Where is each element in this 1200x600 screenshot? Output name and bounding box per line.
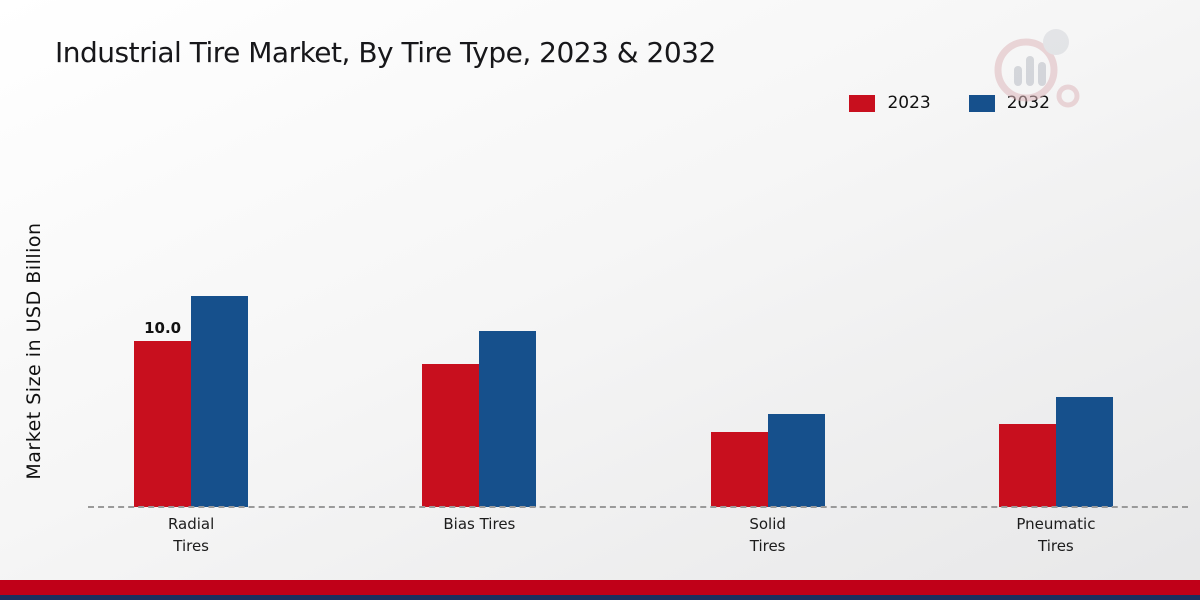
category-label: Bias Tires [335, 514, 623, 558]
legend-swatch-2032 [968, 94, 995, 112]
bar-group: 10.0 [47, 267, 335, 507]
category-label-line: Tires [749, 536, 786, 555]
brand-logo-icon [994, 29, 1080, 108]
x-axis-baseline [88, 506, 1188, 508]
chart-title: Industrial Tire Market, By Tire Type, 20… [55, 36, 716, 69]
bar-group [912, 267, 1200, 507]
category-label: Radial Tires [47, 514, 335, 558]
bar-column-2032 [767, 414, 825, 507]
legend-label-2023: 2023 [887, 93, 931, 113]
bar-column-2032 [191, 296, 249, 507]
bar-column-2032 [479, 331, 537, 507]
footer-red-band [0, 580, 1200, 595]
bar-column-2023 [710, 432, 768, 507]
category-label-line: Tires [173, 536, 209, 555]
bar-2032 [1055, 397, 1113, 507]
category-label-line: Tires [1038, 536, 1074, 555]
bar-2023 [422, 364, 480, 507]
category-axis-labels: Radial Tires Bias Tires Solid Tires Pneumatic… [47, 514, 1200, 558]
legend-swatch-2023 [849, 94, 876, 112]
category-label-line: Solid [749, 515, 786, 533]
bar-2032 [767, 414, 825, 507]
plot-groups: 10.0 [47, 267, 1200, 507]
footer-bands [0, 580, 1200, 600]
bar-column-2032 [1055, 397, 1113, 507]
category-label-line: Radial [167, 515, 215, 533]
category-label-line: Pneumatic [1016, 515, 1096, 533]
category-label: Pneumatic Tires [912, 514, 1200, 558]
category-label-line: Bias Tires [443, 515, 516, 533]
plot-area: 10.0 [47, 267, 1200, 508]
bar-column-2023: 10.0 [134, 319, 192, 507]
bar-2032 [479, 331, 537, 507]
category-label: Solid Tires [624, 514, 912, 558]
bar-2032 [191, 296, 249, 507]
legend-item-2023: 2023 [849, 93, 931, 113]
bar-column-2023 [998, 424, 1056, 507]
y-axis-label: Market Size in USD Billion [23, 222, 45, 480]
bar-2023 [134, 341, 192, 507]
bar-2023 [710, 432, 768, 507]
bar-2023 [998, 424, 1056, 507]
bar-group [624, 267, 912, 507]
bar-column-2023 [422, 364, 480, 507]
bar-group [335, 267, 623, 507]
bar-value-label: 10.0 [144, 319, 182, 337]
footer-navy-band [0, 595, 1200, 600]
